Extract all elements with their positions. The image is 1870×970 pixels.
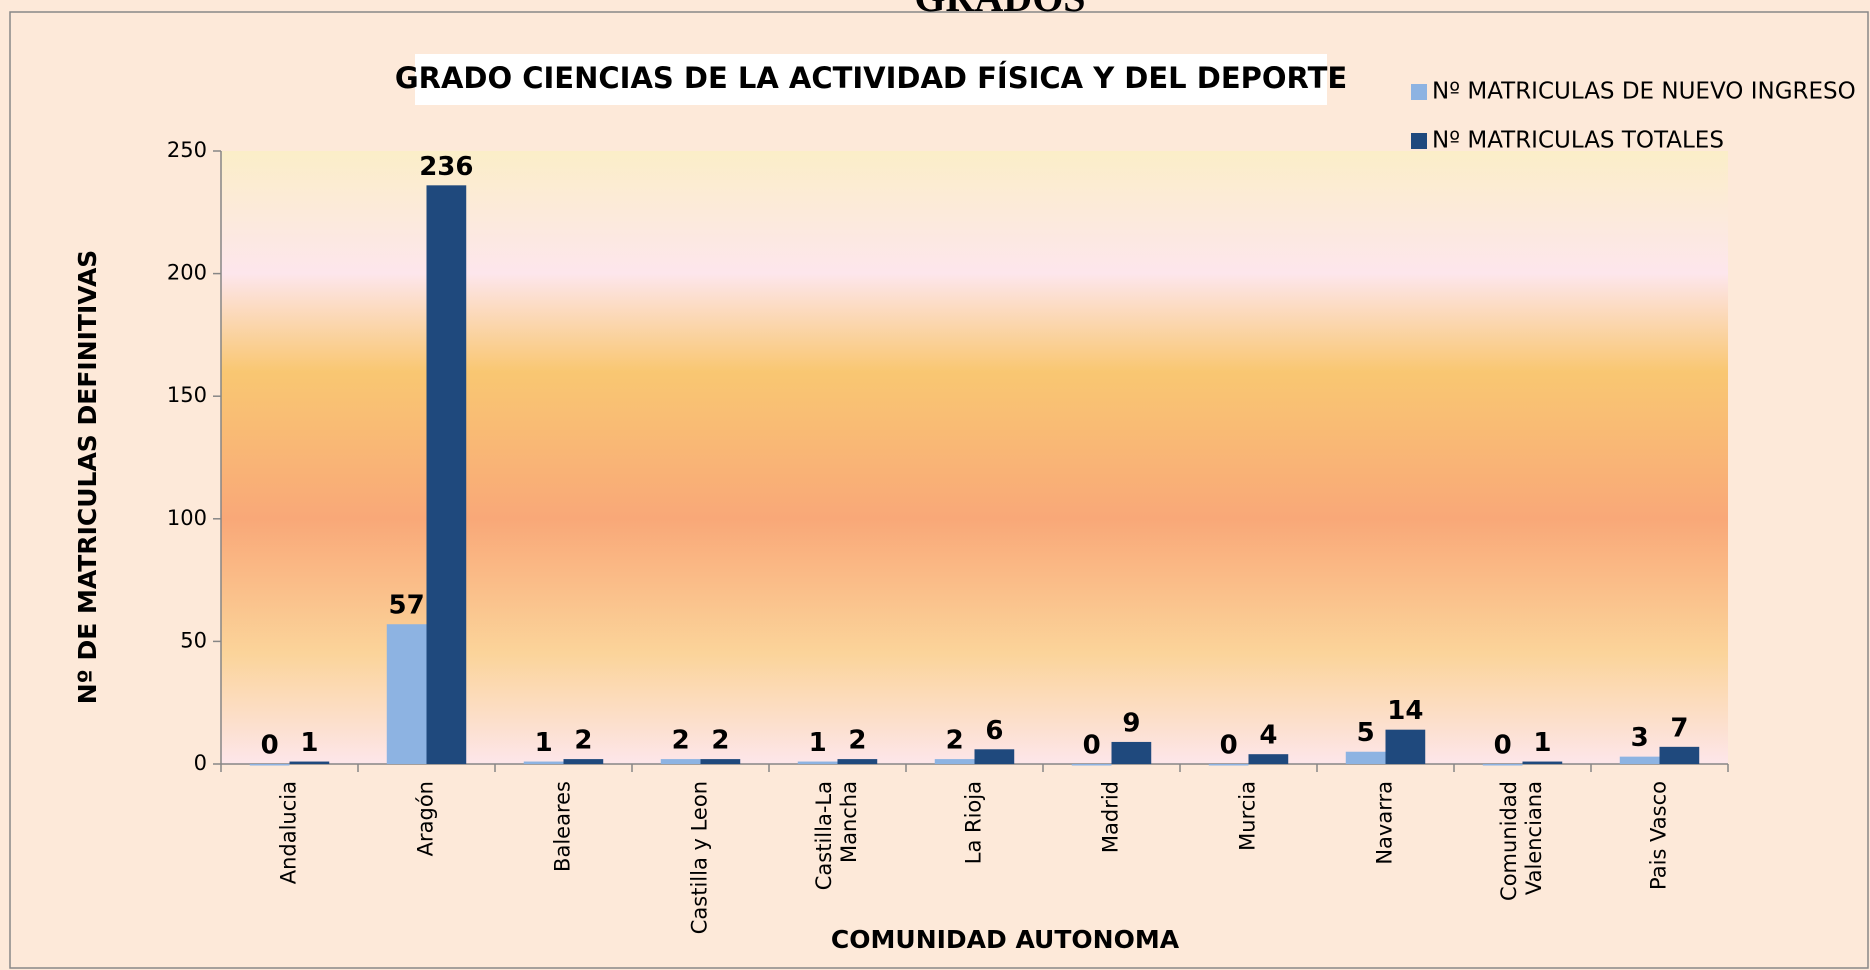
- value-label: 2: [848, 726, 866, 756]
- title-box: [415, 54, 1327, 105]
- bar: [563, 759, 604, 764]
- legend-label: Nº MATRICULAS DE NUEVO INGRESO: [1432, 79, 1856, 105]
- heading: GRADOS: [914, 0, 1085, 20]
- bar: [660, 759, 701, 764]
- x-tick-label: Castilla-LaMancha: [812, 781, 861, 890]
- bar: [289, 761, 330, 764]
- value-label: 0: [1083, 731, 1101, 761]
- x-tick-label: La Rioja: [962, 781, 986, 864]
- value-label: 0: [261, 731, 279, 761]
- x-tick-label: Aragón: [414, 781, 438, 856]
- y-tick-label: 0: [194, 751, 207, 775]
- value-label: 7: [1670, 713, 1688, 743]
- y-tick-label: 200: [167, 261, 207, 285]
- value-label: 9: [1122, 708, 1140, 738]
- bar: [1385, 729, 1426, 764]
- value-label: 4: [1259, 721, 1277, 751]
- value-label: 1: [535, 728, 553, 758]
- bar: [797, 761, 838, 764]
- bar: [1619, 756, 1660, 764]
- x-axis-label: COMUNIDAD AUTONOMA: [831, 925, 1180, 954]
- bar: [934, 759, 975, 764]
- bar: [249, 764, 290, 766]
- bar: [386, 624, 427, 764]
- y-tick-label: 250: [167, 138, 207, 162]
- value-label: 1: [1533, 728, 1551, 758]
- value-label: 236: [419, 152, 473, 182]
- bar: [426, 185, 467, 764]
- bar: [1111, 741, 1152, 764]
- value-label: 1: [300, 728, 318, 758]
- bar: [1482, 764, 1523, 766]
- value-label: 6: [985, 716, 1003, 746]
- x-tick-label: ComunidadValenciana: [1497, 781, 1546, 901]
- legend-label: Nº MATRICULAS TOTALES: [1432, 128, 1724, 154]
- frame: [9, 11, 1869, 969]
- value-label: 3: [1631, 723, 1649, 753]
- value-label: 2: [946, 726, 964, 756]
- bar: [700, 759, 741, 764]
- bar: [974, 749, 1015, 764]
- x-tick-label: Baleares: [551, 781, 575, 872]
- x-tick-label: Murcia: [1236, 781, 1260, 851]
- y-tick-label: 50: [180, 628, 207, 652]
- x-tick-label: Pais Vasco: [1647, 781, 1671, 890]
- value-label: 1: [809, 728, 827, 758]
- value-label: 2: [711, 726, 729, 756]
- chart-title: GRADO CIENCIAS DE LA ACTIVIDAD FÍSICA Y …: [395, 61, 1347, 95]
- value-label: 14: [1387, 696, 1423, 726]
- bar: [1248, 754, 1289, 764]
- x-tick-label: Navarra: [1373, 781, 1397, 865]
- legend-swatch: [1411, 133, 1427, 149]
- bar: [837, 759, 878, 764]
- y-tick-label: 100: [167, 506, 207, 530]
- value-label: 0: [1220, 731, 1238, 761]
- value-label: 0: [1494, 731, 1512, 761]
- bar: [1522, 761, 1563, 764]
- y-tick-label: 150: [167, 383, 207, 407]
- plot-area: [221, 151, 1728, 764]
- bar: [1208, 764, 1249, 766]
- value-label: 2: [672, 726, 690, 756]
- y-axis-label: Nº DE MATRICULAS DEFINITIVAS: [73, 250, 102, 705]
- bar: [1345, 751, 1386, 764]
- value-label: 5: [1357, 718, 1375, 748]
- bar: [1659, 746, 1700, 764]
- legend-swatch: [1411, 84, 1427, 100]
- bar: [523, 761, 564, 764]
- value-label: 57: [389, 591, 425, 621]
- x-tick-label: Castilla y Leon: [688, 781, 712, 934]
- x-tick-label: Andalucia: [277, 781, 301, 884]
- bar: [1071, 764, 1112, 766]
- value-label: 2: [574, 726, 592, 756]
- x-tick-label: Madrid: [1099, 781, 1123, 853]
